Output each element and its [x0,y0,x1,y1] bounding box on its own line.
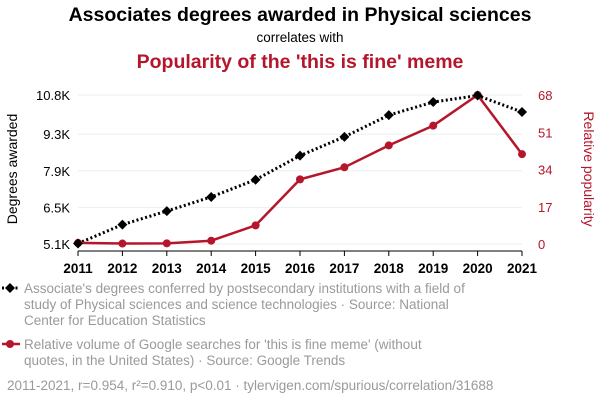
series-1-point [383,110,394,121]
legend-series-2-marker [6,340,14,348]
chart-subtitle: Popularity of the 'this is fine' meme [137,51,464,73]
x-tick-label: 2014 [196,261,227,276]
series-2-point [251,221,260,230]
y-right-tick-label: 68 [538,88,552,103]
series-layer [73,90,527,249]
series-1-line [77,93,523,245]
series-2-point [518,150,526,159]
x-tick-label: 2020 [463,261,493,276]
series-2-point [384,141,393,150]
series-1-point [117,219,128,230]
x-tick-label: 2015 [241,261,272,276]
series-2-point [162,239,171,248]
series-2-point [340,163,349,172]
legend-text-line: Relative volume of Google searches for '… [24,337,422,352]
x-tick-label: 2013 [152,261,183,276]
correlates-with-text: correlates with [256,30,343,45]
legend: Associate's degrees conferred by postsec… [2,281,465,368]
series-2-point [429,121,438,130]
y-axis-left-label: Degrees awarded [4,114,20,225]
series-1-point [517,106,527,117]
y-right-tick-label: 34 [538,163,552,178]
series-1-point [472,90,483,101]
series-1-point [250,174,261,185]
y-left-tick-label: 6.5K [43,200,70,215]
y-right-tick-label: 51 [538,125,552,140]
series-1-point [161,206,172,217]
y-axis-right-label: Relative popularity [581,111,597,226]
y-right-tick-label: 17 [538,200,552,215]
series-2-point [118,239,127,248]
y-left-tick-label: 7.9K [43,164,70,179]
y-right-tick-label: 0 [538,237,545,252]
x-tick-label: 2018 [374,261,405,276]
series-2-point [296,175,304,184]
series-2-point [207,236,216,245]
legend-series-1-marker [5,283,15,293]
y-left-tick-label: 5.1K [43,237,70,252]
x-tick-label: 2012 [107,261,137,276]
y-left-tick-label: 10.8K [36,88,70,103]
x-tick-label: 2016 [285,261,316,276]
grid-layer [78,94,522,245]
series-1-point [339,131,350,142]
series-1-point [295,150,305,161]
legend-text-line: study of Physical sciences and science t… [24,297,449,312]
x-tick-label: 2017 [329,261,359,276]
axes-layer: 5.1K 6.5K 7.9K 9.3K 10.8K 0 17 34 51 68 2011 2012 20… [36,88,552,276]
chart-title: Associates degrees awarded in Physical s… [69,4,532,26]
series-1-point [206,191,217,202]
y-left-tick-label: 9.3K [43,127,70,142]
legend-text-line: quotes, in the United States) · Source: … [24,353,345,368]
legend-text-line: Associate's degrees conferred by postsec… [24,281,465,296]
legend-text-line: Center for Education Statistics [24,313,206,328]
x-tick-label: 2019 [418,261,448,276]
footer-text: 2011-2021, r=0.954, r²=0.910, p<0.01 · t… [7,378,493,393]
x-tick-label: 2011 [63,261,93,276]
series-1-point [428,97,439,108]
series-1-point [73,238,83,249]
series-2-line [77,93,523,245]
x-tick-label: 2021 [507,261,538,276]
